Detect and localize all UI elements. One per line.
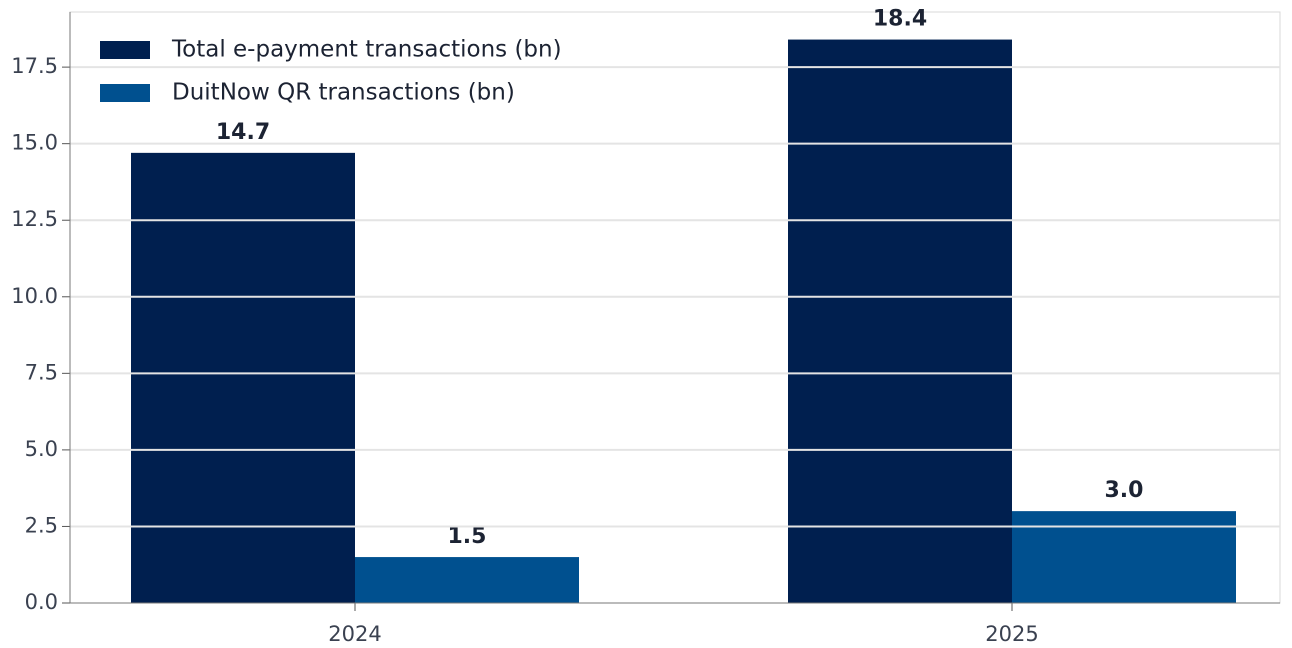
x-tick-label: 2024 [328, 622, 381, 646]
legend-label: DuitNow QR transactions (bn) [172, 80, 515, 106]
value-label: 3.0 [1105, 478, 1144, 503]
y-tick-label: 0.0 [25, 590, 58, 614]
y-tick-label: 7.5 [25, 360, 58, 384]
y-tick-label: 10.0 [11, 284, 58, 308]
y-tick-label: 2.5 [25, 513, 58, 537]
value-label: 18.4 [873, 7, 927, 32]
legend-swatch [100, 41, 150, 59]
y-tick-label: 17.5 [11, 54, 58, 78]
bar [788, 39, 1012, 604]
value-label: 14.7 [216, 120, 270, 145]
legend-label: Total e-payment transactions (bn) [171, 37, 562, 63]
value-label: 1.5 [448, 524, 487, 549]
y-tick-label: 5.0 [25, 437, 58, 461]
bar [355, 557, 579, 603]
bar [131, 152, 355, 603]
bar [1012, 511, 1236, 603]
x-tick-label: 2025 [985, 622, 1038, 646]
y-tick-label: 12.5 [11, 207, 58, 231]
legend-swatch [100, 84, 150, 102]
y-tick-label: 15.0 [11, 131, 58, 155]
